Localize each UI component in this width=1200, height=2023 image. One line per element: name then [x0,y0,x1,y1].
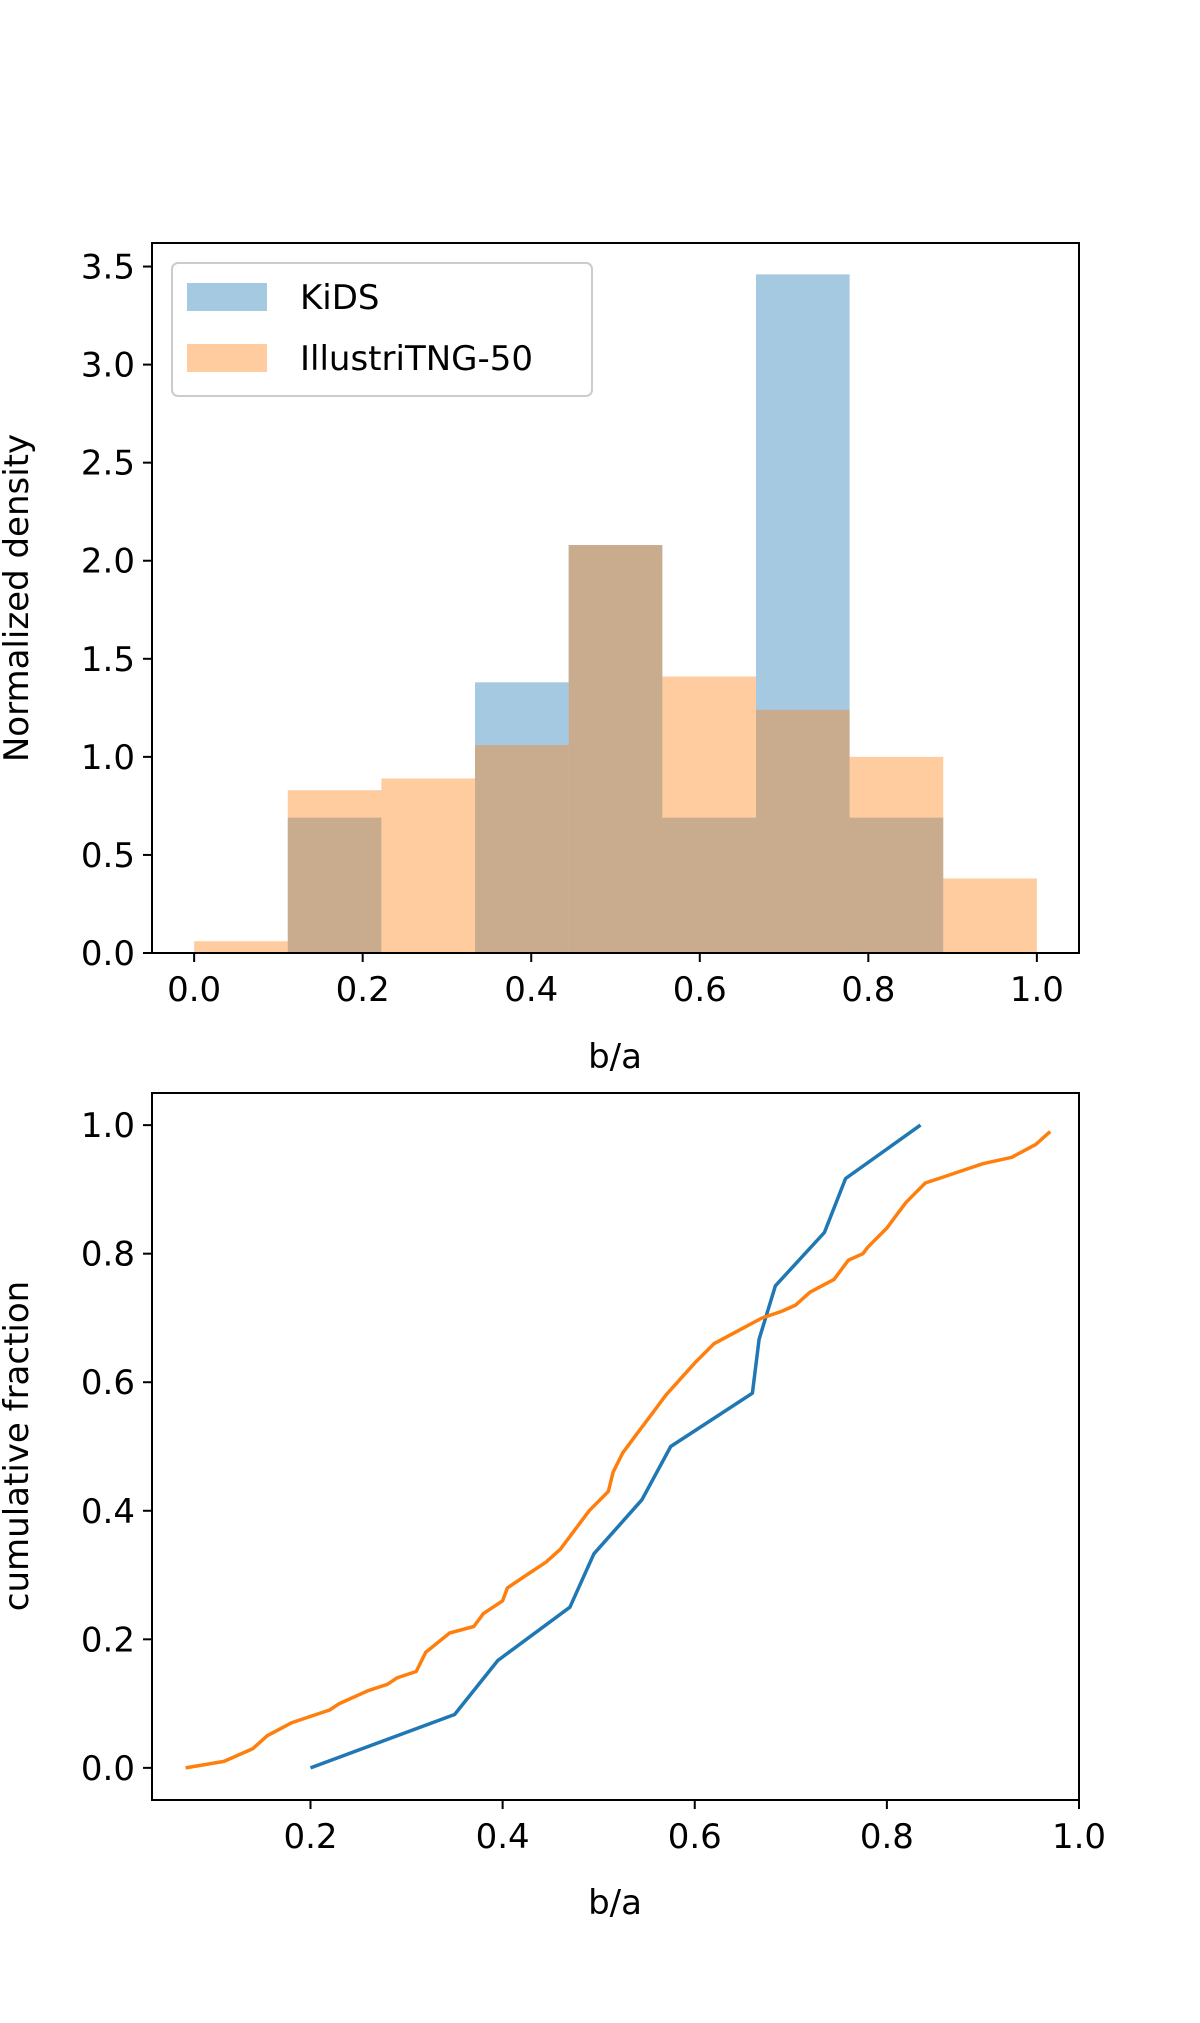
cumulative-y-tick-label: 0.6 [81,1363,135,1403]
legend-label-illustris: IllustriTNG-50 [300,339,533,379]
cumulative-y-axis-label: cumulative fraction [0,1281,37,1611]
histogram-y-ticks: 0.0 0.5 1.0 1.5 2.0 2.5 3.0 3.5 [81,248,152,974]
illustris-histogram-bars [194,545,1037,953]
histogram-x-tick-label: 0.0 [167,970,221,1010]
histogram-x-axis-label: b/a [588,1037,642,1077]
kids-cumulative-line [309,1123,922,1770]
histogram-panel: 0.0 0.2 0.4 0.6 0.8 1.0 0.0 0.5 1.0 1.5 2.0 2.5 3.0… [0,242,1080,1077]
histogram-x-tick-label: 0.4 [504,970,558,1010]
cumulative-x-tick-label: 0.4 [476,1817,530,1857]
histogram-y-tick-label: 2.5 [81,444,135,484]
cumulative-y-tick-label: 1.0 [81,1106,135,1146]
histogram-y-axis-label: Normalized density [0,434,37,762]
legend-swatch-kids [187,283,267,311]
histogram-bar-kids-7 [849,817,944,953]
histogram-y-tick-label: 2.0 [81,542,135,582]
cumulative-y-ticks: 0.0 0.2 0.4 0.6 0.8 1.0 [81,1106,152,1789]
histogram-bar-illustritng-50-0 [194,941,288,953]
legend-swatch-illustris [187,344,267,372]
cumulative-x-tick-label: 0.2 [283,1817,337,1857]
cumulative-x-tick-label: 0.8 [860,1817,914,1857]
histogram-bar-illustritng-50-6 [755,709,850,953]
cumulative-x-axis-label: b/a [588,1883,642,1923]
histogram-y-tick-label: 3.5 [81,248,135,288]
histogram-bar-kids-6 [755,274,850,953]
histogram-x-tick-label: 0.6 [673,970,727,1010]
cumulative-y-tick-label: 0.0 [81,1749,135,1789]
histogram-bar-illustritng-50-8 [943,878,1037,953]
histogram-bar-illustritng-50-7 [849,756,944,953]
cumulative-x-ticks: 0.2 0.4 0.6 0.8 1.0 [283,1800,1106,1857]
cumulative-x-tick-label: 1.0 [1052,1817,1106,1857]
cumulative-y-tick-label: 0.2 [81,1620,135,1660]
illustris-cumulative-line [185,1130,1052,1770]
histogram-bar-illustritng-50-4 [568,545,663,953]
legend-label-kids: KiDS [300,278,380,318]
histogram-bar-illustritng-50-2 [381,778,476,953]
histogram-y-tick-label: 1.5 [81,640,135,680]
histogram-y-tick-label: 1.0 [81,738,135,778]
histogram-bar-illustritng-50-5 [662,676,756,953]
histogram-x-tick-label: 0.8 [841,970,895,1010]
histogram-y-tick-label: 0.0 [81,934,135,974]
cumulative-axes-frame [151,1092,1080,1801]
histogram-x-tick-label: 1.0 [1010,970,1064,1010]
histogram-bar-kids-1 [287,817,382,953]
histogram-axes-frame [151,242,1080,954]
histogram-x-ticks: 0.0 0.2 0.4 0.6 0.8 1.0 [167,953,1064,1010]
cumulative-panel: 0.2 0.4 0.6 0.8 1.0 0.0 0.2 0.4 0.6 0.8 1.0 b/a c… [0,1092,1106,1923]
histogram-x-tick-label: 0.2 [336,970,390,1010]
histogram-bar-kids-4 [568,545,663,953]
kids-histogram-bars [287,274,944,953]
legend-box [171,262,593,397]
histogram-y-tick-label: 0.5 [81,836,135,876]
histogram-y-tick-label: 3.0 [81,346,135,386]
histogram-bar-kids-5 [662,817,756,953]
histogram-bar-kids-3 [475,682,569,953]
histogram-bar-illustritng-50-3 [475,745,569,953]
cumulative-y-tick-label: 0.8 [81,1235,135,1275]
histogram-bar-illustritng-50-1 [287,790,382,953]
cumulative-y-tick-label: 0.4 [81,1492,135,1532]
histogram-legend: KiDS IllustriTNG-50 [171,262,593,397]
cumulative-x-tick-label: 0.6 [668,1817,722,1857]
